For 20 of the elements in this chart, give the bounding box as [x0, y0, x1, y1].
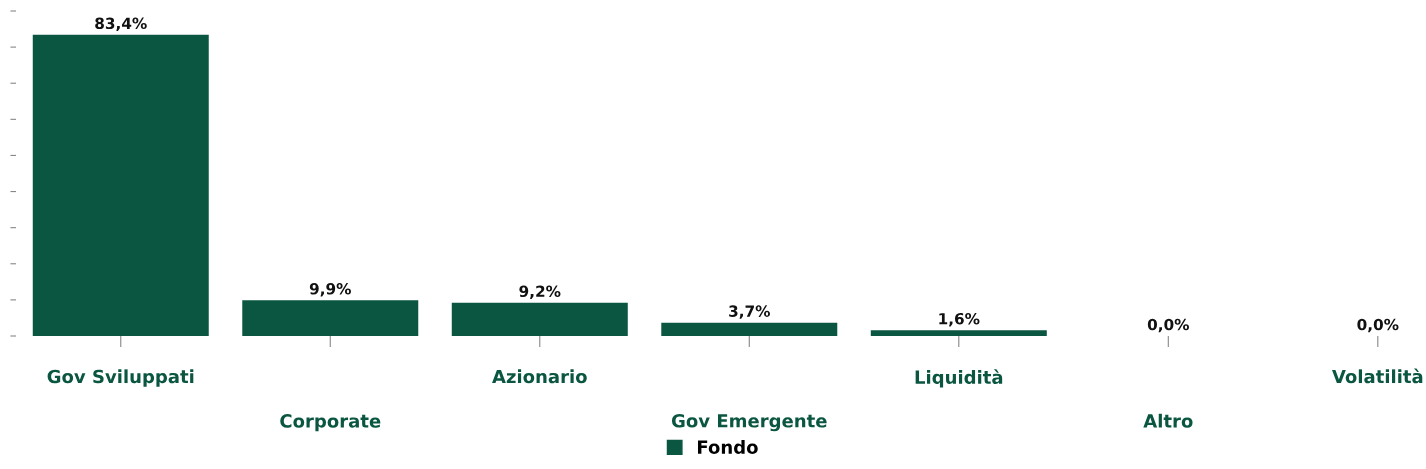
data-label: 9,9% [309, 282, 351, 297]
legend-label: Fondo [698, 439, 758, 454]
data-label: 1,6% [939, 312, 980, 327]
bar [32, 34, 209, 336]
data-label: 9,2% [519, 285, 561, 299]
data-label: 0,0% [1357, 318, 1399, 333]
bar [242, 300, 419, 336]
x-tick-label: Altro [1143, 413, 1193, 428]
data-label: 3,7% [729, 305, 770, 319]
x-tick-label: Liquidità [915, 369, 1003, 388]
bar [451, 302, 628, 336]
data-label: 0,0% [1147, 318, 1189, 333]
x-tick-label: Gov Emergente [671, 413, 827, 432]
data-label: 83,4% [95, 17, 147, 32]
x-tick-label: Azionario [492, 369, 587, 384]
x-tick-label: Corporate [280, 414, 381, 432]
x-tick-label: Gov Sviluppati [47, 369, 194, 387]
bar [870, 330, 1047, 336]
bar [661, 322, 838, 336]
x-tick-label: Volatilità [1332, 368, 1423, 384]
